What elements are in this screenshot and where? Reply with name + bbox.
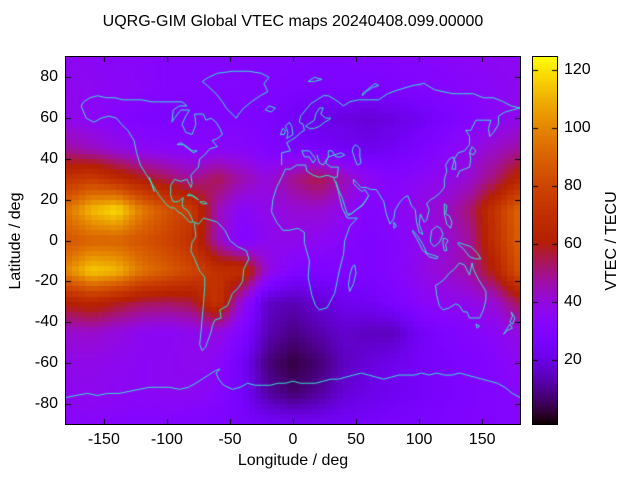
x-tick-label: -50 bbox=[218, 431, 242, 448]
colorbar-tick-label: 60 bbox=[564, 235, 582, 253]
colorbar-tick-label: 40 bbox=[564, 293, 582, 311]
x-tick-label: -100 bbox=[150, 431, 183, 448]
colorbar-tick-label: 20 bbox=[564, 351, 582, 369]
colorbar-tick-label: 120 bbox=[564, 61, 591, 79]
x-tick-label: 150 bbox=[468, 431, 496, 448]
y-tick-label: 20 bbox=[40, 190, 58, 208]
y-tick-label: 40 bbox=[40, 149, 58, 167]
chart-title: UQRG-GIM Global VTEC maps 20240408.099.0… bbox=[102, 13, 484, 30]
colorbar-label: VTEC / TECU bbox=[603, 191, 620, 291]
x-tick-label: -150 bbox=[87, 431, 120, 448]
y-tick-label: -20 bbox=[34, 272, 58, 290]
y-tick-label: 0 bbox=[49, 231, 58, 249]
map-plot-area bbox=[65, 56, 521, 425]
vtec-heatmap-canvas bbox=[66, 57, 520, 424]
colorbar-canvas bbox=[533, 57, 557, 424]
y-tick-label: 60 bbox=[40, 109, 58, 127]
x-tick-label: 100 bbox=[405, 431, 433, 448]
colorbar bbox=[532, 56, 558, 425]
y-tick-label: 80 bbox=[40, 68, 58, 86]
colorbar-tick-label: 80 bbox=[564, 177, 582, 195]
y-tick-label: -60 bbox=[34, 353, 58, 371]
y-tick-label: -40 bbox=[34, 313, 58, 331]
x-axis-label: Longitude / deg bbox=[237, 452, 349, 469]
colorbar-tick-label: 100 bbox=[564, 119, 591, 137]
x-tick-label: 0 bbox=[288, 431, 298, 448]
x-tick-label: 50 bbox=[347, 431, 365, 448]
y-tick-label: -80 bbox=[34, 394, 58, 412]
